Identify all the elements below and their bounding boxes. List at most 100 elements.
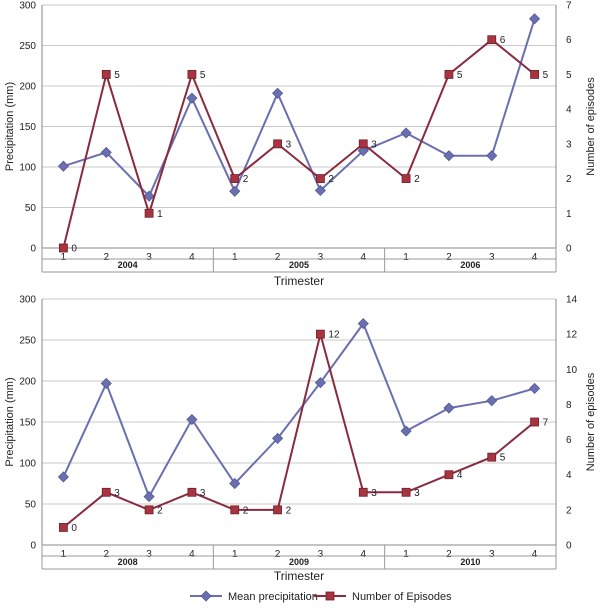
y2-tick-label: 0 bbox=[566, 244, 572, 255]
y2-tick-label: 12 bbox=[566, 330, 578, 341]
episode-data-label: 3 bbox=[371, 139, 377, 150]
precipitation-point bbox=[186, 413, 198, 426]
episode-point bbox=[530, 70, 539, 79]
precipitation-point bbox=[314, 377, 326, 389]
y2-tick-label: 4 bbox=[566, 470, 572, 481]
year-label: 2005 bbox=[289, 260, 309, 270]
x-tick-label: 4 bbox=[532, 549, 538, 560]
episode-point bbox=[401, 487, 411, 497]
x-axis-title: Trimester bbox=[274, 274, 324, 288]
episode-point bbox=[144, 505, 154, 515]
y-tick-label: 250 bbox=[19, 336, 36, 347]
y2-tick-label: 10 bbox=[566, 365, 578, 376]
x-tick-label: 2 bbox=[446, 549, 452, 560]
legend-diamond-icon bbox=[200, 590, 212, 602]
y2-tick-label: 7 bbox=[566, 1, 572, 12]
episode-data-label: 5 bbox=[543, 70, 549, 81]
episode-data-label: 3 bbox=[200, 488, 206, 499]
precipitation-point bbox=[400, 425, 412, 437]
year-label: 2008 bbox=[118, 557, 138, 567]
series-line-precipitation bbox=[62, 321, 535, 499]
episode-data-label: 3 bbox=[414, 488, 420, 499]
y-tick-label: 200 bbox=[19, 377, 36, 388]
episode-data-label: 6 bbox=[500, 35, 506, 46]
y2-axis-title: Number of episodes bbox=[585, 77, 597, 176]
y2-tick-label: 2 bbox=[566, 505, 572, 516]
x-tick-label: 1 bbox=[403, 549, 409, 560]
episode-data-label: 4 bbox=[457, 470, 463, 481]
year-label: 2010 bbox=[460, 557, 480, 567]
x-tick-label: 1 bbox=[61, 549, 67, 560]
year-label: 2004 bbox=[118, 260, 138, 270]
episode-point bbox=[487, 452, 497, 462]
episode-point bbox=[401, 174, 411, 183]
y-axis-title: Precipitation (mm) bbox=[4, 82, 16, 171]
precipitation-point bbox=[400, 127, 412, 139]
x-tick-label: 4 bbox=[532, 252, 538, 263]
y-tick-label: 100 bbox=[19, 163, 36, 174]
y2-tick-label: 2 bbox=[566, 174, 572, 185]
x-tick-label: 2 bbox=[103, 549, 109, 560]
episode-point bbox=[59, 243, 68, 253]
x-tick-label: 1 bbox=[232, 252, 238, 263]
episode-point bbox=[358, 139, 368, 149]
y-tick-label: 250 bbox=[19, 41, 36, 52]
y2-tick-label: 6 bbox=[566, 35, 572, 46]
x-tick-label: 3 bbox=[489, 549, 495, 560]
episode-data-label: 2 bbox=[243, 174, 249, 185]
episode-point bbox=[444, 70, 454, 79]
precipitation-point bbox=[529, 382, 541, 394]
episode-data-label: 5 bbox=[500, 453, 506, 464]
episode-data-label: 0 bbox=[71, 523, 77, 534]
episode-point bbox=[101, 70, 111, 79]
episode-point bbox=[530, 417, 539, 427]
y-tick-label: 150 bbox=[19, 418, 36, 429]
episode-data-label: 1 bbox=[157, 209, 163, 220]
y-tick-label: 0 bbox=[30, 244, 36, 255]
episode-data-label: 2 bbox=[157, 505, 163, 516]
episode-point bbox=[444, 470, 454, 480]
series-line-episodes bbox=[62, 38, 536, 249]
precipitation-point bbox=[143, 190, 155, 202]
x-tick-label: 2 bbox=[275, 549, 281, 560]
episode-data-label: 2 bbox=[414, 174, 420, 185]
y-tick-label: 200 bbox=[19, 82, 36, 93]
episode-point bbox=[316, 174, 325, 183]
x-tick-label: 2 bbox=[103, 252, 109, 263]
x-tick-label: 3 bbox=[318, 252, 324, 263]
x-tick-label: 1 bbox=[61, 252, 67, 263]
episode-data-label: 7 bbox=[543, 418, 549, 429]
y2-tick-label: 5 bbox=[566, 70, 572, 81]
precipitation-point bbox=[100, 146, 112, 158]
y-tick-label: 50 bbox=[25, 203, 37, 214]
x-tick-label: 4 bbox=[189, 549, 195, 560]
y2-tick-label: 8 bbox=[566, 400, 572, 411]
episode-point bbox=[230, 505, 240, 515]
x-tick-label: 3 bbox=[146, 549, 152, 560]
episode-point bbox=[187, 487, 197, 497]
episode-point bbox=[59, 523, 68, 532]
precipitation-point bbox=[443, 150, 455, 162]
legend-square-icon bbox=[325, 591, 335, 601]
episode-point bbox=[487, 35, 497, 45]
y-tick-label: 300 bbox=[19, 1, 36, 12]
precipitation-point bbox=[486, 395, 498, 407]
episode-data-label: 2 bbox=[328, 174, 334, 185]
series-line-episodes bbox=[62, 333, 536, 529]
x-tick-label: 2 bbox=[446, 252, 452, 263]
legend-label: Number of Episodes bbox=[352, 591, 452, 603]
x-tick-label: 4 bbox=[360, 252, 366, 263]
episode-point bbox=[230, 174, 240, 183]
episode-point bbox=[358, 487, 368, 497]
precipitation-point bbox=[186, 92, 198, 104]
precipitation-point bbox=[357, 318, 369, 330]
episode-data-label: 12 bbox=[328, 330, 340, 341]
episode-data-label: 3 bbox=[286, 139, 292, 150]
y-axis-title: Precipitation (mm) bbox=[4, 377, 16, 466]
precipitation-point bbox=[57, 471, 69, 483]
precipitation-point bbox=[314, 184, 326, 197]
episode-data-label: 3 bbox=[371, 488, 377, 499]
episode-point bbox=[101, 487, 111, 497]
episode-data-label: 2 bbox=[286, 505, 292, 516]
